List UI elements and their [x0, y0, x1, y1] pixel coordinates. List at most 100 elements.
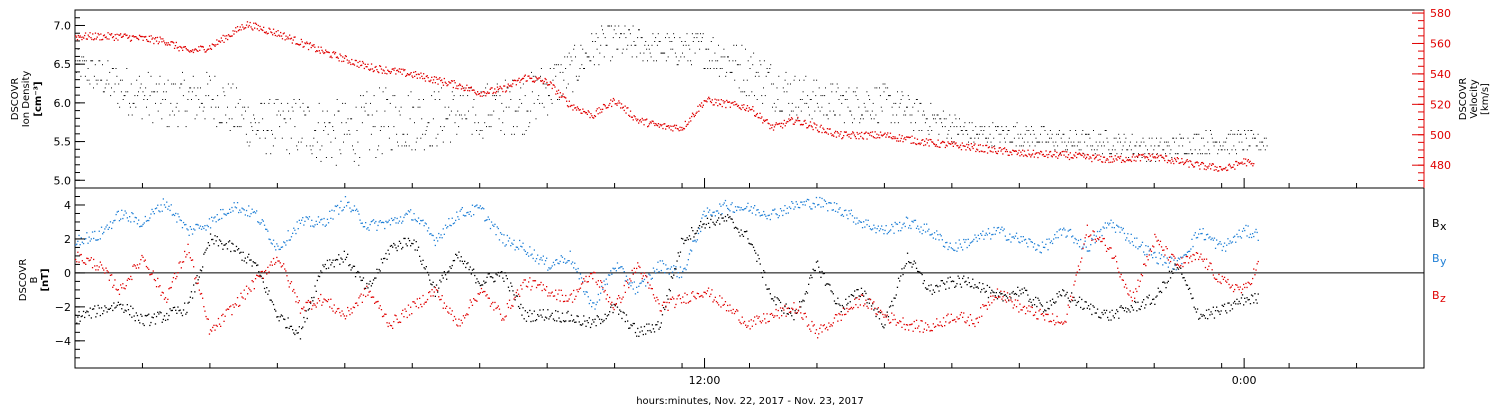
- density-point: [579, 68, 581, 69]
- density-point: [646, 48, 648, 50]
- density-point: [1232, 133, 1234, 135]
- by-point: [407, 210, 410, 212]
- bx-point: [1024, 289, 1027, 291]
- by-point: [643, 278, 646, 281]
- density-point: [1098, 133, 1100, 135]
- by-point: [724, 199, 727, 202]
- velocity-point: [637, 118, 639, 120]
- by-point: [946, 241, 948, 244]
- density-point: [672, 48, 674, 50]
- bx-point: [623, 312, 625, 314]
- bx-point: [1204, 317, 1207, 319]
- bz-point: [281, 265, 284, 267]
- density-point: [1022, 145, 1024, 147]
- velocity-point: [437, 83, 439, 85]
- bz-point: [80, 253, 82, 256]
- bx-point: [514, 299, 516, 301]
- density-point: [1250, 130, 1252, 131]
- density-point: [652, 33, 654, 35]
- by-point: [283, 241, 285, 243]
- by-point: [149, 217, 151, 219]
- density-point: [727, 56, 729, 58]
- velocity-point: [479, 95, 481, 97]
- bx-point: [997, 295, 1000, 297]
- bx-point: [76, 322, 78, 324]
- density-point: [629, 29, 630, 31]
- bx-point: [870, 305, 873, 307]
- velocity-point: [941, 141, 943, 144]
- by-point: [1041, 241, 1044, 243]
- by-point: [524, 250, 526, 252]
- density-point: [227, 83, 229, 85]
- velocity-point: [779, 122, 781, 125]
- velocity-point: [589, 116, 591, 119]
- bx-point: [1172, 272, 1174, 274]
- bx-point: [639, 331, 641, 333]
- velocity-point: [689, 117, 691, 119]
- density-point: [663, 52, 665, 54]
- bx-point: [200, 270, 203, 272]
- velocity-point: [746, 105, 749, 107]
- by-point: [781, 210, 783, 212]
- bx-point: [1108, 319, 1110, 321]
- density-point: [930, 102, 932, 104]
- velocity-point: [422, 77, 424, 80]
- velocity-point: [1157, 155, 1160, 157]
- velocity-point: [253, 22, 255, 24]
- bx-point: [464, 260, 466, 262]
- bx-point: [243, 260, 245, 262]
- velocity-point: [161, 41, 163, 43]
- by-point: [1039, 251, 1041, 253]
- bx-point: [834, 302, 837, 305]
- density-point: [85, 60, 87, 62]
- density-point: [584, 52, 586, 54]
- by-point: [901, 227, 903, 229]
- bx-point: [318, 275, 321, 278]
- density-point: [1257, 133, 1259, 135]
- bx-point: [1021, 288, 1023, 290]
- velocity-point: [947, 141, 949, 143]
- velocity-point: [481, 95, 483, 97]
- density-point: [519, 99, 521, 100]
- density-point: [1107, 141, 1109, 143]
- density-point: [716, 68, 718, 69]
- velocity-point: [1175, 160, 1178, 163]
- density-point: [1021, 145, 1023, 147]
- bx-point: [1059, 294, 1062, 296]
- velocity-point: [84, 32, 87, 34]
- bx-point: [908, 261, 910, 263]
- velocity-point: [781, 127, 784, 129]
- velocity-point: [866, 138, 868, 140]
- density-point: [259, 137, 261, 139]
- by-point: [1103, 227, 1105, 229]
- by-point: [896, 223, 899, 225]
- velocity-point: [288, 38, 290, 40]
- by-point: [956, 250, 958, 252]
- density-point: [382, 91, 384, 93]
- by-point: [584, 293, 586, 295]
- velocity-point: [1138, 154, 1141, 156]
- velocity-point: [927, 139, 929, 141]
- bx-point: [1205, 309, 1208, 311]
- bx-point: [1217, 310, 1219, 312]
- velocity-point: [188, 50, 190, 52]
- bx-point: [664, 308, 666, 311]
- density-point: [819, 110, 821, 112]
- velocity-point: [1032, 149, 1035, 151]
- density-point: [81, 56, 83, 58]
- velocity-point: [345, 55, 347, 58]
- density-point: [180, 83, 182, 85]
- density-point: [1149, 160, 1151, 162]
- density-point: [1093, 130, 1094, 131]
- velocity-point: [641, 117, 643, 120]
- density-point: [92, 60, 94, 62]
- by-point: [532, 257, 534, 260]
- density-point: [825, 114, 827, 116]
- by-point: [458, 218, 460, 220]
- bz-point: [311, 308, 313, 310]
- bx-point: [893, 297, 895, 299]
- by-point: [476, 204, 478, 206]
- bx-point: [616, 306, 619, 308]
- bx-point: [1037, 297, 1039, 299]
- by-point: [1134, 237, 1136, 239]
